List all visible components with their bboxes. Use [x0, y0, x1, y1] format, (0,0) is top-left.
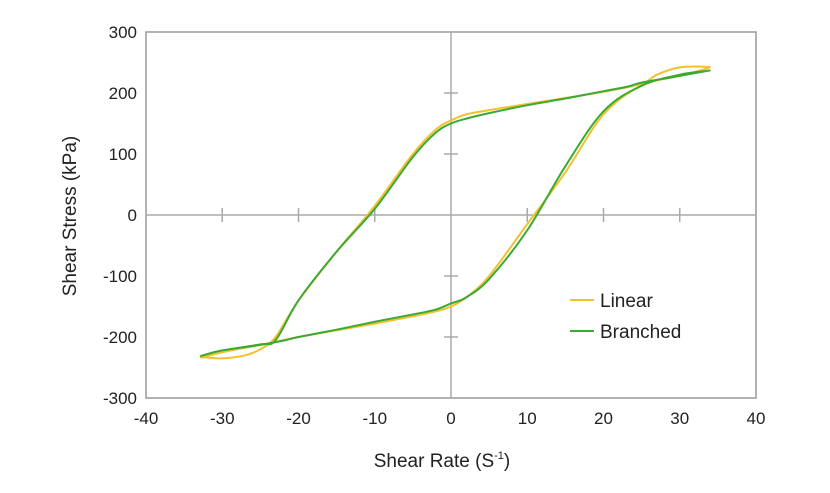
y-tick-label: -100 [103, 267, 137, 286]
series-line-linear [199, 65, 711, 360]
x-tick-label: 30 [670, 409, 689, 428]
zero-axes [146, 32, 756, 398]
series-line-branched [199, 69, 711, 357]
x-tick-label: 40 [747, 409, 766, 428]
y-tick-label: 300 [109, 23, 137, 42]
series-layer [199, 65, 711, 360]
y-tick-label: 100 [109, 145, 137, 164]
x-axis-title: Shear Rate (S-1) [374, 450, 511, 472]
x-tick-label: -10 [362, 409, 387, 428]
x-axis-title-superscript: -1 [494, 450, 504, 462]
x-tick-label: 10 [518, 409, 537, 428]
legend: Linear Branched [570, 291, 681, 343]
x-tick-label: 0 [446, 409, 455, 428]
x-axis-title-close: ) [504, 451, 510, 472]
y-tick-labels: -300 -200 -100 0 100 200 300 [103, 23, 137, 408]
y-tick-label: 0 [128, 206, 137, 225]
y-tick-label: -200 [103, 328, 137, 347]
legend-label-linear: Linear [600, 291, 653, 312]
x-tick-label: -40 [134, 409, 159, 428]
legend-label-branched: Branched [600, 322, 681, 343]
y-tick-label: 200 [109, 84, 137, 103]
x-tick-labels: -40 -30 -20 -10 0 10 20 30 40 [134, 409, 766, 428]
x-tick-label: -30 [210, 409, 235, 428]
x-tick-label: -20 [286, 409, 311, 428]
x-axis-title-main: Shear Rate (S [374, 451, 494, 472]
y-tick-label: -300 [103, 389, 137, 408]
x-tick-label: 20 [594, 409, 613, 428]
y-axis-title: Shear Stress (kPa) [60, 136, 81, 297]
